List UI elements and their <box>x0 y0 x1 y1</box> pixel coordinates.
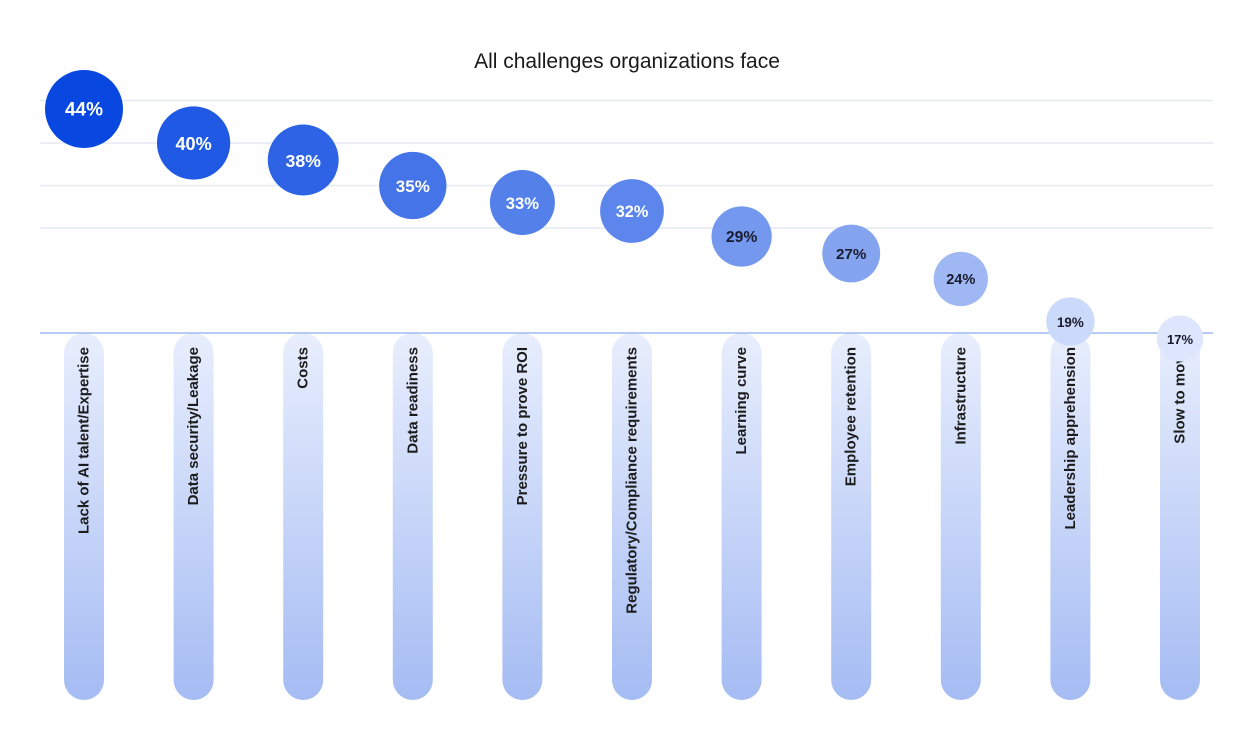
value-label: 40% <box>175 134 211 154</box>
value-label: 35% <box>396 177 430 196</box>
bubbles: 44% 40% 38% 35% 33% 32% 29% 27% 24% 19% 17% <box>45 70 1203 362</box>
category-column <box>831 333 872 700</box>
bubble-point <box>156 106 231 180</box>
value-label: 24% <box>946 272 975 288</box>
category-label: Infrastructure <box>952 347 969 445</box>
category-column <box>1050 333 1091 700</box>
bubble-point <box>711 206 772 267</box>
value-label: 29% <box>726 229 757 246</box>
category-column <box>940 333 981 700</box>
category-column <box>1160 333 1200 700</box>
category-label: Regulatory/Compliance requirements <box>624 347 641 614</box>
category-label: Learning curve <box>733 347 750 455</box>
category-label: Employee retention <box>843 347 860 486</box>
category-column <box>173 333 214 700</box>
value-label: 17% <box>1167 332 1193 347</box>
category-label: Costs <box>295 347 312 389</box>
value-label: 27% <box>836 246 867 263</box>
value-label: 19% <box>1057 315 1084 330</box>
bubble-point <box>379 151 447 220</box>
bubble-point <box>1157 315 1203 362</box>
chart-title: All challenges organizations face <box>474 50 780 73</box>
category-label: Pressure to prove ROI <box>514 347 531 505</box>
category-column <box>64 333 104 700</box>
bubble-point <box>489 170 555 235</box>
category-label: Slow to move <box>1172 347 1189 444</box>
bubble-point <box>1046 297 1095 346</box>
bubble-point <box>822 224 881 283</box>
category-column <box>721 333 762 700</box>
bubble-point <box>933 251 988 307</box>
value-label: 33% <box>506 194 539 213</box>
bubble-point <box>45 70 123 148</box>
category-label: Lack of AI talent/Expertise <box>76 347 93 534</box>
category-label: Leadership apprehension <box>1062 347 1079 530</box>
category-column <box>283 333 324 700</box>
category-column <box>392 333 433 700</box>
bubble-point <box>267 124 339 196</box>
category-columns: Lack of AI talent/Expertise Data security… <box>64 333 1200 700</box>
category-column <box>612 333 652 700</box>
category-label: Data security/Leakage <box>185 347 202 505</box>
value-label: 44% <box>65 100 103 121</box>
value-label: 38% <box>285 151 321 171</box>
value-label: 32% <box>616 203 649 221</box>
category-label: Data readiness <box>404 347 421 454</box>
bubble-point <box>600 179 664 243</box>
category-column <box>502 333 543 700</box>
